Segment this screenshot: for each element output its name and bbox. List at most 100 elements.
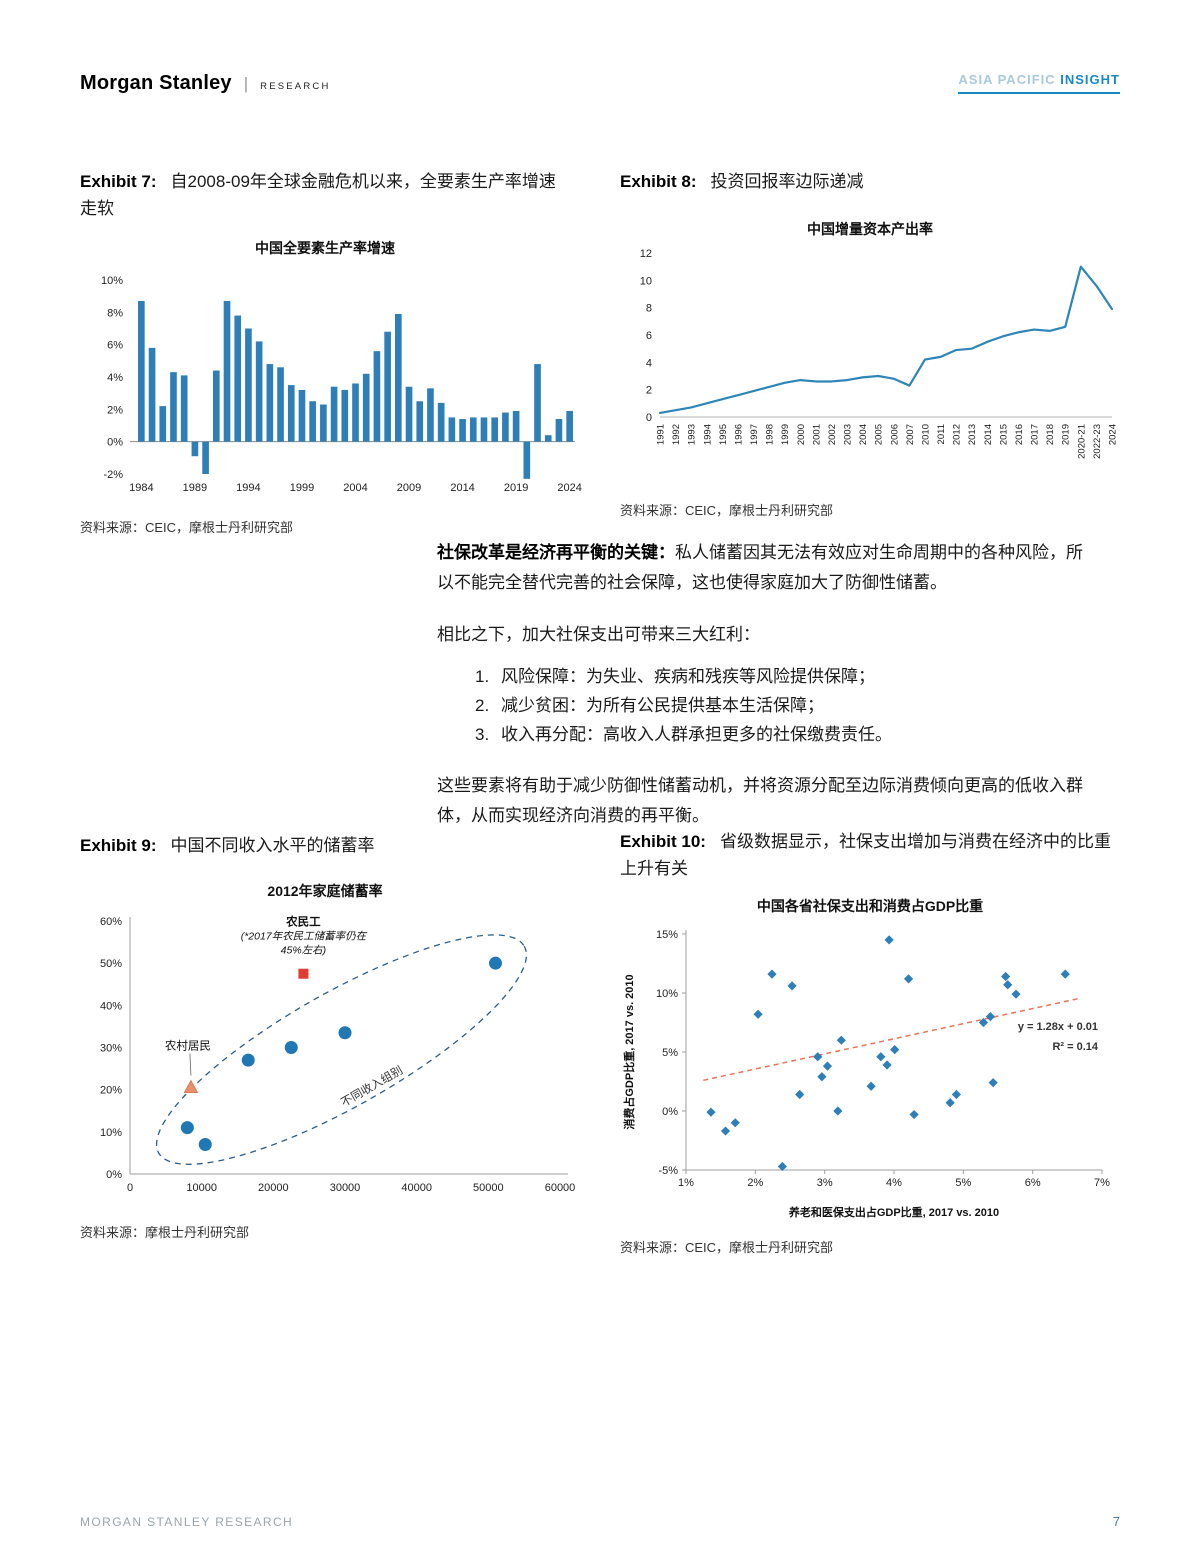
- asia-pacific-insight-banner: ASIA PACIFIC INSIGHT: [958, 72, 1120, 94]
- brand-research-label: RESEARCH: [260, 81, 331, 92]
- svg-text:2007: 2007: [905, 424, 916, 445]
- exhibit-7-heading: Exhibit 7: 自2008-09年全球金融危机以来，全要素生产率增速走软: [80, 168, 570, 222]
- svg-text:2014: 2014: [983, 424, 994, 445]
- svg-text:6: 6: [646, 330, 652, 342]
- svg-text:0%: 0%: [662, 1106, 678, 1118]
- savings-scatter-chart: 0% 10% 20% 30% 40% 50% 60% 0 10000 20000 30000 4000…: [80, 907, 575, 1212]
- svg-text:1996: 1996: [733, 424, 744, 445]
- paragraph-three-dividends: 相比之下，加大社保支出可带来三大红利：: [437, 625, 760, 644]
- svg-text:2: 2: [646, 385, 652, 397]
- svg-text:3%: 3%: [817, 1177, 833, 1189]
- exhibit-10: Exhibit 10: 省级数据显示，社保支出增加与消费在经济中的比重上升有关 中…: [620, 828, 1120, 1256]
- svg-text:6%: 6%: [1025, 1177, 1041, 1189]
- svg-text:40000: 40000: [401, 1182, 432, 1194]
- svg-text:10%: 10%: [100, 1127, 122, 1139]
- svg-text:1995: 1995: [718, 424, 729, 445]
- svg-text:20000: 20000: [258, 1182, 289, 1194]
- svg-text:1999: 1999: [290, 482, 314, 494]
- svg-text:2018: 2018: [1045, 424, 1056, 445]
- tfp-bar-svg: 10% 8% 6% 4% 2% 0% -2% 1984 1989 1994 1999 2004 2009…: [101, 275, 582, 494]
- list-item-text: 减少贫困：为所有公民提供基本生活保障；: [501, 696, 824, 715]
- exhibit-9-label: Exhibit 9:: [80, 836, 157, 855]
- svg-text:-2%: -2%: [103, 469, 123, 481]
- svg-text:2002: 2002: [827, 424, 838, 445]
- provinces-scatter-svg: -5% 0% 5% 10% 15% 1% 2% 3% 4% 5% 6% 7% y = 1.28x + 0…: [622, 929, 1110, 1219]
- svg-text:50000: 50000: [473, 1182, 504, 1194]
- svg-text:1991: 1991: [656, 424, 667, 445]
- exhibit-9-heading: Exhibit 9: 中国不同收入水平的储蓄率: [80, 832, 570, 859]
- provinces-scatter-chart: -5% 0% 5% 10% 15% 1% 2% 3% 4% 5% 6% 7% y = 1.28x + 0…: [620, 922, 1120, 1227]
- paragraph-rest: 私人储蓄因其无法有效应对生命周期中的各种风险，所以不能完全替代完善的社会保障，这…: [437, 543, 1083, 592]
- savings-chart-title: 2012年家庭储蓄率: [267, 883, 383, 899]
- body-text: 社保改革是经济再平衡的关键：私人储蓄因其无法有效应对生命周期中的各种风险，所以不…: [437, 538, 1097, 831]
- svg-text:2024: 2024: [557, 482, 581, 494]
- svg-text:2015: 2015: [998, 424, 1009, 445]
- exhibit-10-heading: Exhibit 10: 省级数据显示，社保支出增加与消费在经济中的比重上升有关: [620, 828, 1120, 882]
- svg-text:1994: 1994: [702, 424, 713, 445]
- svg-text:2004: 2004: [858, 424, 869, 445]
- svg-text:10%: 10%: [101, 275, 123, 287]
- svg-text:6%: 6%: [107, 340, 123, 352]
- svg-text:30%: 30%: [100, 1043, 122, 1055]
- svg-text:1999: 1999: [780, 424, 791, 445]
- paragraph-rebalancing: 这些要素将有助于减少防御性储蓄动机，并将资源分配至边际消费倾向更高的低收入群体，…: [437, 776, 1083, 825]
- brand-divider: |: [243, 74, 249, 93]
- svg-text:消费占GDP比重, 2017 vs. 2010: 消费占GDP比重, 2017 vs. 2010: [622, 974, 636, 1129]
- svg-text:2%: 2%: [747, 1177, 763, 1189]
- svg-text:50%: 50%: [100, 958, 122, 970]
- svg-text:0%: 0%: [106, 1169, 122, 1181]
- footer-brand-label: MORGAN STANLEY RESEARCH: [80, 1514, 294, 1529]
- benefits-list: 1. 风险保障：为失业、疾病和残疾等风险提供保障； 2. 减少贫困：为所有公民提供基…: [437, 662, 1097, 749]
- svg-text:(*2017年农民工储蓄率仍在: (*2017年农民工储蓄率仍在: [241, 931, 368, 943]
- svg-text:20%: 20%: [100, 1085, 122, 1097]
- svg-text:40%: 40%: [100, 1000, 122, 1012]
- svg-text:2024: 2024: [1108, 424, 1119, 445]
- list-item: 1. 风险保障：为失业、疾病和残疾等风险提供保障；: [475, 662, 1097, 691]
- banner-product-label: INSIGHT: [1060, 72, 1120, 87]
- svg-text:2001: 2001: [811, 424, 822, 445]
- svg-text:4%: 4%: [107, 372, 123, 384]
- svg-text:0: 0: [127, 1182, 133, 1194]
- list-item: 2. 减少贫困：为所有公民提供基本生活保障；: [475, 691, 1097, 720]
- svg-text:45%左右): 45%左右): [281, 945, 327, 957]
- exhibit-9-source: 资料来源：摩根士丹利研究部: [80, 1225, 250, 1240]
- exhibit-7-label: Exhibit 7:: [80, 172, 157, 191]
- svg-text:2003: 2003: [843, 424, 854, 445]
- banner-region-label: ASIA PACIFIC: [958, 72, 1056, 87]
- svg-text:5%: 5%: [955, 1177, 971, 1189]
- svg-text:R² = 0.14: R² = 0.14: [1052, 1041, 1098, 1053]
- svg-text:2019: 2019: [1061, 424, 1072, 445]
- brand-wordmark: Morgan Stanley: [80, 72, 232, 94]
- svg-text:-5%: -5%: [658, 1165, 678, 1177]
- svg-text:y = 1.28x + 0.01: y = 1.28x + 0.01: [1018, 1021, 1098, 1033]
- icor-line-chart: 0 2 4 6 8 10 12 1991 1992 1993 1994 1995 1996 1997 199…: [620, 245, 1120, 490]
- exhibit-8-title: 投资回报率边际递减: [710, 172, 864, 191]
- exhibit-7-source: 资料来源：CEIC，摩根士丹利研究部: [80, 520, 294, 535]
- list-item-number: 3.: [475, 725, 490, 744]
- paragraph-social-security-key: 社保改革是经济再平衡的关键：私人储蓄因其无法有效应对生命周期中的各种风险，所以不…: [437, 538, 1097, 598]
- svg-text:2016: 2016: [1014, 424, 1025, 445]
- svg-text:1997: 1997: [749, 424, 760, 445]
- svg-text:1992: 1992: [671, 424, 682, 445]
- tfp-chart-title: 中国全要素生产率增速: [255, 240, 395, 256]
- list-item-number: 2.: [475, 696, 490, 715]
- svg-text:2012: 2012: [952, 424, 963, 445]
- svg-text:2009: 2009: [397, 482, 421, 494]
- svg-text:60%: 60%: [100, 916, 122, 928]
- svg-text:1984: 1984: [129, 482, 153, 494]
- svg-text:养老和医保支出占GDP比重, 2017 vs. 2010: 养老和医保支出占GDP比重, 2017 vs. 2010: [788, 1205, 999, 1219]
- page-header: Morgan Stanley | RESEARCH ASIA PACIFIC I…: [80, 72, 1120, 95]
- svg-text:2011: 2011: [936, 424, 947, 444]
- svg-text:8%: 8%: [107, 307, 123, 319]
- morgan-stanley-logo: Morgan Stanley | RESEARCH: [80, 72, 331, 95]
- exhibit-8: Exhibit 8: 投资回报率边际递减 中国增量资本产出率 0 2 4 6 8 10 12 1…: [620, 168, 1120, 519]
- svg-text:农民工: 农民工: [285, 915, 321, 929]
- svg-text:10000: 10000: [186, 1182, 217, 1194]
- list-item-number: 1.: [475, 667, 490, 686]
- svg-text:30000: 30000: [330, 1182, 361, 1194]
- list-item: 3. 收入再分配：高收入人群承担更多的社保缴费责任。: [475, 720, 1097, 749]
- svg-text:8: 8: [646, 303, 652, 315]
- svg-text:5%: 5%: [662, 1047, 678, 1059]
- banner-text: ASIA PACIFIC INSIGHT: [958, 72, 1120, 87]
